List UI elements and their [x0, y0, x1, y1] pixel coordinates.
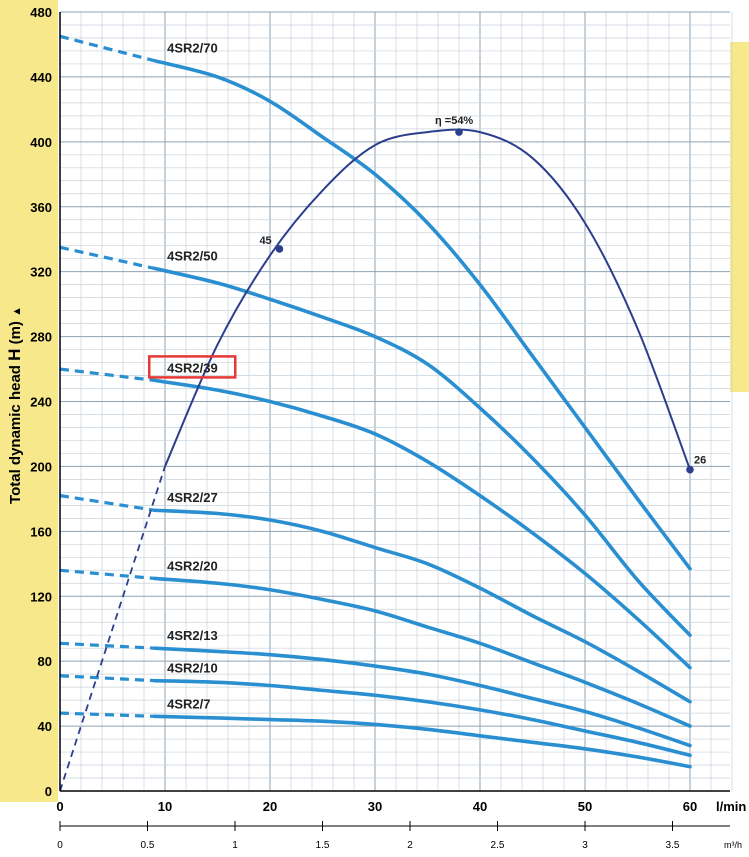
series-dashed-4SR2/7 [59, 711, 155, 718]
pump-curves [59, 34, 692, 769]
efficiency-point [686, 465, 694, 474]
series-dashed-4SR2/50 [59, 245, 155, 270]
series-dashed-4SR2/13 [59, 641, 155, 650]
series-label: 4SR2/39 [167, 360, 218, 375]
series-dashed-4SR2/39 [59, 367, 155, 382]
y-tick-label: 80 [38, 654, 52, 669]
efficiency-line [164, 128, 691, 471]
series-label: 4SR2/7 [167, 696, 210, 711]
y-tick-label: 440 [30, 70, 52, 85]
x2-tick-label: 1.5 [316, 840, 330, 851]
series-label: 4SR2/13 [167, 628, 218, 643]
efficiency-point [455, 128, 463, 136]
series-line-4SR2/39 [152, 378, 692, 670]
y-tick-label: 360 [30, 200, 52, 215]
chart-labels: 4SR2/70 4SR2/50 4SR2/39 4SR2/27 4SR2/20 4SR2/… [148, 41, 706, 711]
y-tick-label: 400 [30, 135, 52, 150]
x-axis-title: l/min [716, 799, 746, 814]
series-line-4SR2/7 [152, 714, 692, 769]
series-label: 4SR2/50 [167, 248, 218, 263]
x2-tick-label: 0 [57, 840, 63, 851]
series-line-4SR2/27 [152, 508, 692, 704]
chart-grid [59, 11, 733, 792]
x2-tick-label: 0.5 [141, 840, 155, 851]
efficiency-label: 45 [259, 235, 271, 247]
x-tick-label: 30 [368, 799, 382, 814]
x2-tick-label: 3.5 [666, 840, 680, 851]
efficiency-label: η =54% [435, 115, 473, 127]
right-edge-band [730, 42, 749, 392]
y-tick-label: 0 [45, 784, 52, 799]
x-tick-label: 0 [56, 799, 63, 814]
y-tick-label: 280 [30, 330, 52, 345]
x-tick-label: 60 [683, 799, 697, 814]
efficiency-curve [59, 128, 694, 792]
series-label: 4SR2/27 [167, 490, 218, 505]
series-line-4SR2/70 [152, 58, 692, 571]
x2-tick-label: 1 [232, 840, 238, 851]
y-tick-label: 40 [38, 719, 52, 734]
series-label: 4SR2/70 [167, 41, 218, 56]
series-line-4SR2/20 [152, 576, 692, 728]
series-line-4SR2/13 [152, 646, 692, 748]
x-tick-label: 20 [263, 799, 277, 814]
series-label: 4SR2/20 [167, 558, 218, 573]
x-tick-label: 40 [473, 799, 487, 814]
left-axis-band [0, 0, 58, 802]
series-line-4SR2/10 [152, 678, 692, 758]
y-tick-label: 240 [30, 395, 52, 410]
x2-tick-label: 2.5 [491, 840, 505, 851]
series-dashed-4SR2/70 [59, 34, 155, 63]
y-tick-label: 200 [30, 459, 52, 474]
efficiency-point [275, 245, 284, 253]
series-label: 4SR2/10 [167, 661, 218, 676]
y-tick-label: 120 [30, 589, 52, 604]
y-tick-label: 320 [30, 265, 52, 280]
x2-axis-title: m³/h [724, 840, 742, 850]
series-line-4SR2/50 [152, 266, 692, 637]
x-tick-label: 50 [578, 799, 592, 814]
x-tick-label: 10 [158, 799, 172, 814]
series-dashed-4SR2/20 [59, 568, 155, 580]
x2-tick-label: 2 [407, 840, 413, 851]
x2-tick-label: 3 [582, 840, 588, 851]
series-dashed-4SR2/27 [59, 494, 155, 512]
y-tick-label: 480 [30, 5, 52, 20]
y-tick-label: 160 [30, 524, 52, 539]
y-axis-title: Total dynamic head H (m) ▲ [5, 306, 24, 504]
series-dashed-4SR2/10 [59, 674, 155, 683]
highlight-box [148, 355, 237, 379]
efficiency-label: 26 [694, 455, 706, 467]
efficiency-dashed [59, 466, 166, 792]
